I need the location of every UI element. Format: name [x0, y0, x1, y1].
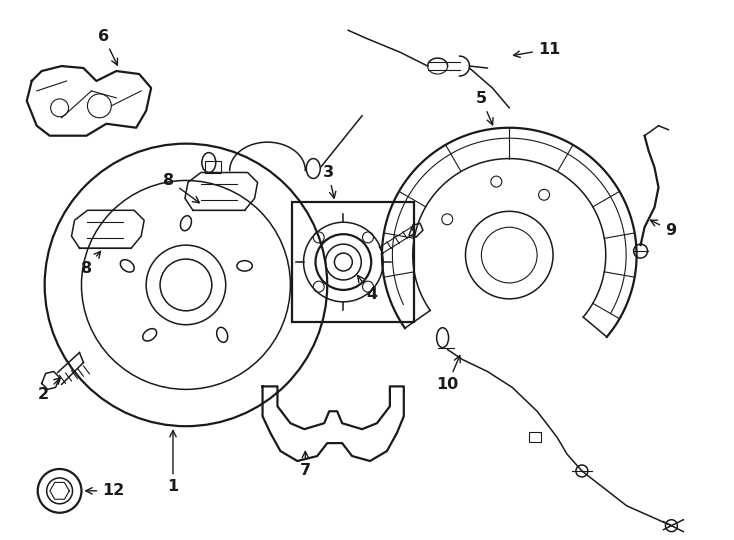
Text: 8: 8 [164, 173, 200, 202]
Text: 2: 2 [38, 377, 60, 402]
Text: 3: 3 [323, 165, 336, 198]
Text: 6: 6 [98, 29, 117, 65]
Text: 8: 8 [81, 252, 101, 275]
Text: 11: 11 [514, 42, 560, 57]
Bar [292, 202, 414, 322]
Bar [529, 432, 541, 442]
Text: 4: 4 [357, 275, 377, 302]
Text: 12: 12 [86, 483, 125, 498]
Text: 5: 5 [476, 91, 493, 125]
Text: 10: 10 [437, 355, 460, 392]
Text: 7: 7 [299, 451, 311, 478]
Text: 9: 9 [650, 220, 676, 238]
Text: 1: 1 [167, 430, 178, 495]
Bar [205, 160, 221, 172]
